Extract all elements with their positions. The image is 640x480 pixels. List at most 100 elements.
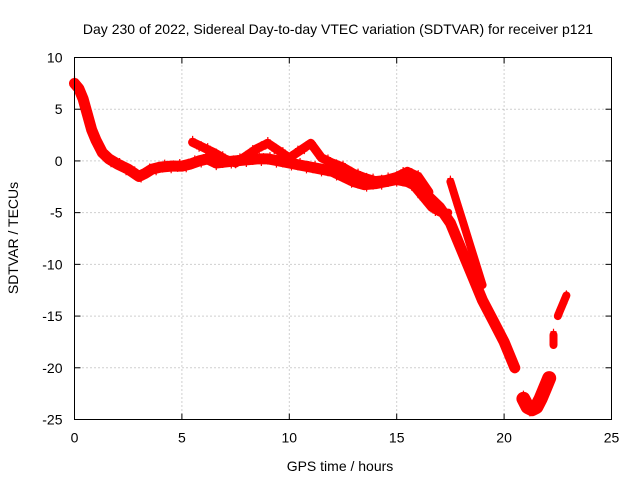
data-point: [533, 407, 540, 414]
data-point: [168, 167, 175, 174]
data-point: [462, 223, 469, 230]
y-tick-label: 0: [55, 153, 63, 169]
data-point: [486, 307, 493, 314]
data-point: [320, 155, 327, 162]
data-point: [204, 143, 211, 150]
data-point: [370, 183, 377, 190]
data-point: [378, 183, 385, 190]
data-point: [550, 343, 557, 350]
data-point: [282, 150, 289, 157]
data-point: [455, 237, 462, 244]
data-point: [443, 213, 450, 220]
data-point: [423, 183, 430, 190]
data-point: [215, 152, 222, 159]
data-point: [333, 159, 340, 166]
data-point: [352, 179, 359, 186]
data-point: [200, 144, 207, 151]
x-tick-label: 10: [282, 430, 298, 446]
data-point: [159, 166, 166, 173]
data-point: [331, 170, 338, 177]
data-point: [204, 158, 211, 165]
data-point: [434, 201, 441, 208]
x-tick-label: 20: [496, 430, 512, 446]
data-point: [230, 159, 237, 166]
y-tick-label: -20: [42, 360, 62, 376]
data-point: [415, 170, 422, 177]
data-point: [359, 174, 366, 181]
data-point: [301, 164, 308, 171]
data-point: [206, 146, 213, 153]
data-point: [144, 171, 151, 178]
data-point: [322, 159, 329, 166]
data-point: [264, 136, 271, 143]
data-point: [191, 139, 198, 146]
data-point: [312, 145, 319, 152]
data-point: [419, 192, 426, 199]
data-point: [550, 335, 557, 342]
data-point: [108, 161, 115, 168]
data-point: [90, 133, 97, 140]
data-point: [221, 154, 228, 161]
data-point: [224, 157, 231, 164]
data-point: [511, 366, 518, 373]
data-point: [355, 182, 362, 189]
data-point: [123, 169, 130, 176]
data-point: [492, 318, 499, 325]
data-point: [466, 267, 473, 274]
data-point: [357, 171, 364, 178]
data-point: [198, 141, 205, 148]
data-point: [275, 155, 282, 162]
data-point: [266, 140, 273, 147]
data-point: [127, 167, 134, 174]
data-point: [103, 152, 110, 159]
data-point: [419, 180, 426, 187]
data-point: [522, 398, 529, 405]
data-point: [421, 196, 428, 203]
data-point: [464, 232, 471, 239]
data-point: [509, 358, 516, 365]
data-point: [288, 164, 295, 171]
data-point: [294, 164, 301, 171]
data-point: [95, 138, 102, 145]
data-point: [526, 410, 533, 417]
data-point: [217, 155, 224, 162]
data-point: [556, 306, 563, 313]
data-point: [86, 115, 93, 122]
data-point: [110, 155, 117, 162]
data-point: [425, 188, 432, 195]
data-point: [301, 148, 308, 155]
data-point: [333, 174, 340, 181]
data-point: [258, 159, 265, 166]
series-band: [446, 177, 487, 289]
data-point: [262, 143, 269, 150]
data-point: [241, 157, 248, 164]
data-point: [462, 252, 469, 259]
data-point: [97, 145, 104, 152]
data-point: [120, 165, 127, 172]
axis-ticks: [74, 57, 612, 420]
data-point: [247, 152, 254, 159]
data-point: [563, 290, 570, 297]
data-point: [432, 196, 439, 203]
x-tick-label: 15: [389, 430, 405, 446]
data-point: [561, 300, 568, 307]
data-point: [447, 175, 454, 182]
data-point: [101, 147, 108, 154]
data-point: [324, 170, 331, 177]
data-point: [415, 189, 422, 196]
y-tick-label: -5: [50, 205, 63, 221]
data-point: [286, 158, 293, 165]
data-point: [80, 93, 87, 100]
data-point: [471, 252, 478, 259]
data-point: [314, 150, 321, 157]
data-point: [451, 193, 458, 200]
data-points: [71, 76, 570, 417]
data-point: [129, 171, 136, 178]
data-point: [410, 171, 417, 178]
data-point: [425, 198, 432, 205]
data-point: [335, 168, 342, 175]
data-point: [355, 168, 362, 175]
data-point: [322, 167, 329, 174]
data-point: [413, 174, 420, 181]
x-tick-label: 0: [71, 430, 79, 446]
